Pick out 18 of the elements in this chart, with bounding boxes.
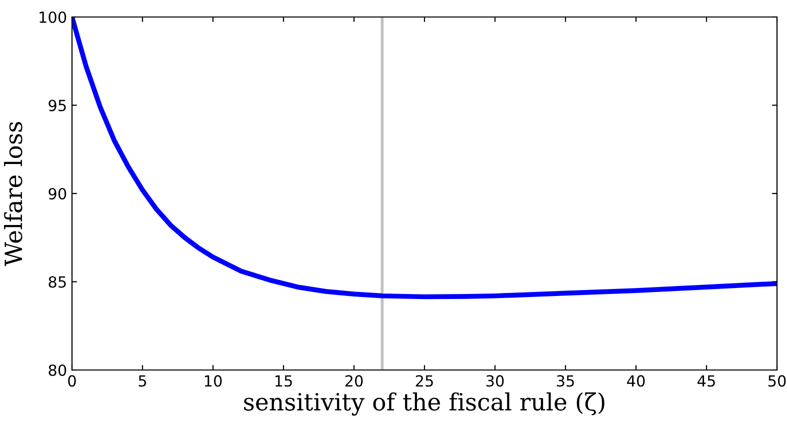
x-tick-label: 0 [68,375,76,387]
y-tick-label: 90 [48,188,66,200]
y-tick-label: 80 [48,364,66,376]
x-tick-label: 35 [556,375,574,387]
y-tick-label: 85 [48,276,66,288]
x-tick-label: 5 [138,375,146,387]
x-tick-label: 25 [416,375,433,387]
y-axis-title: Welfare loss [4,122,22,266]
x-tick-label: 40 [627,375,645,387]
x-tick-label: 10 [204,375,222,387]
y-tick-label: 95 [48,100,66,112]
x-tick-label: 45 [698,375,715,387]
x-tick-label: 20 [345,375,363,387]
x-tick-label: 15 [275,375,292,387]
y-tick-label: 100 [40,11,66,24]
x-axis-title: sensitivity of the fiscal rule (ζ) [244,392,604,416]
x-tick-label: 30 [486,375,504,387]
x-tick-label: 50 [768,375,786,387]
